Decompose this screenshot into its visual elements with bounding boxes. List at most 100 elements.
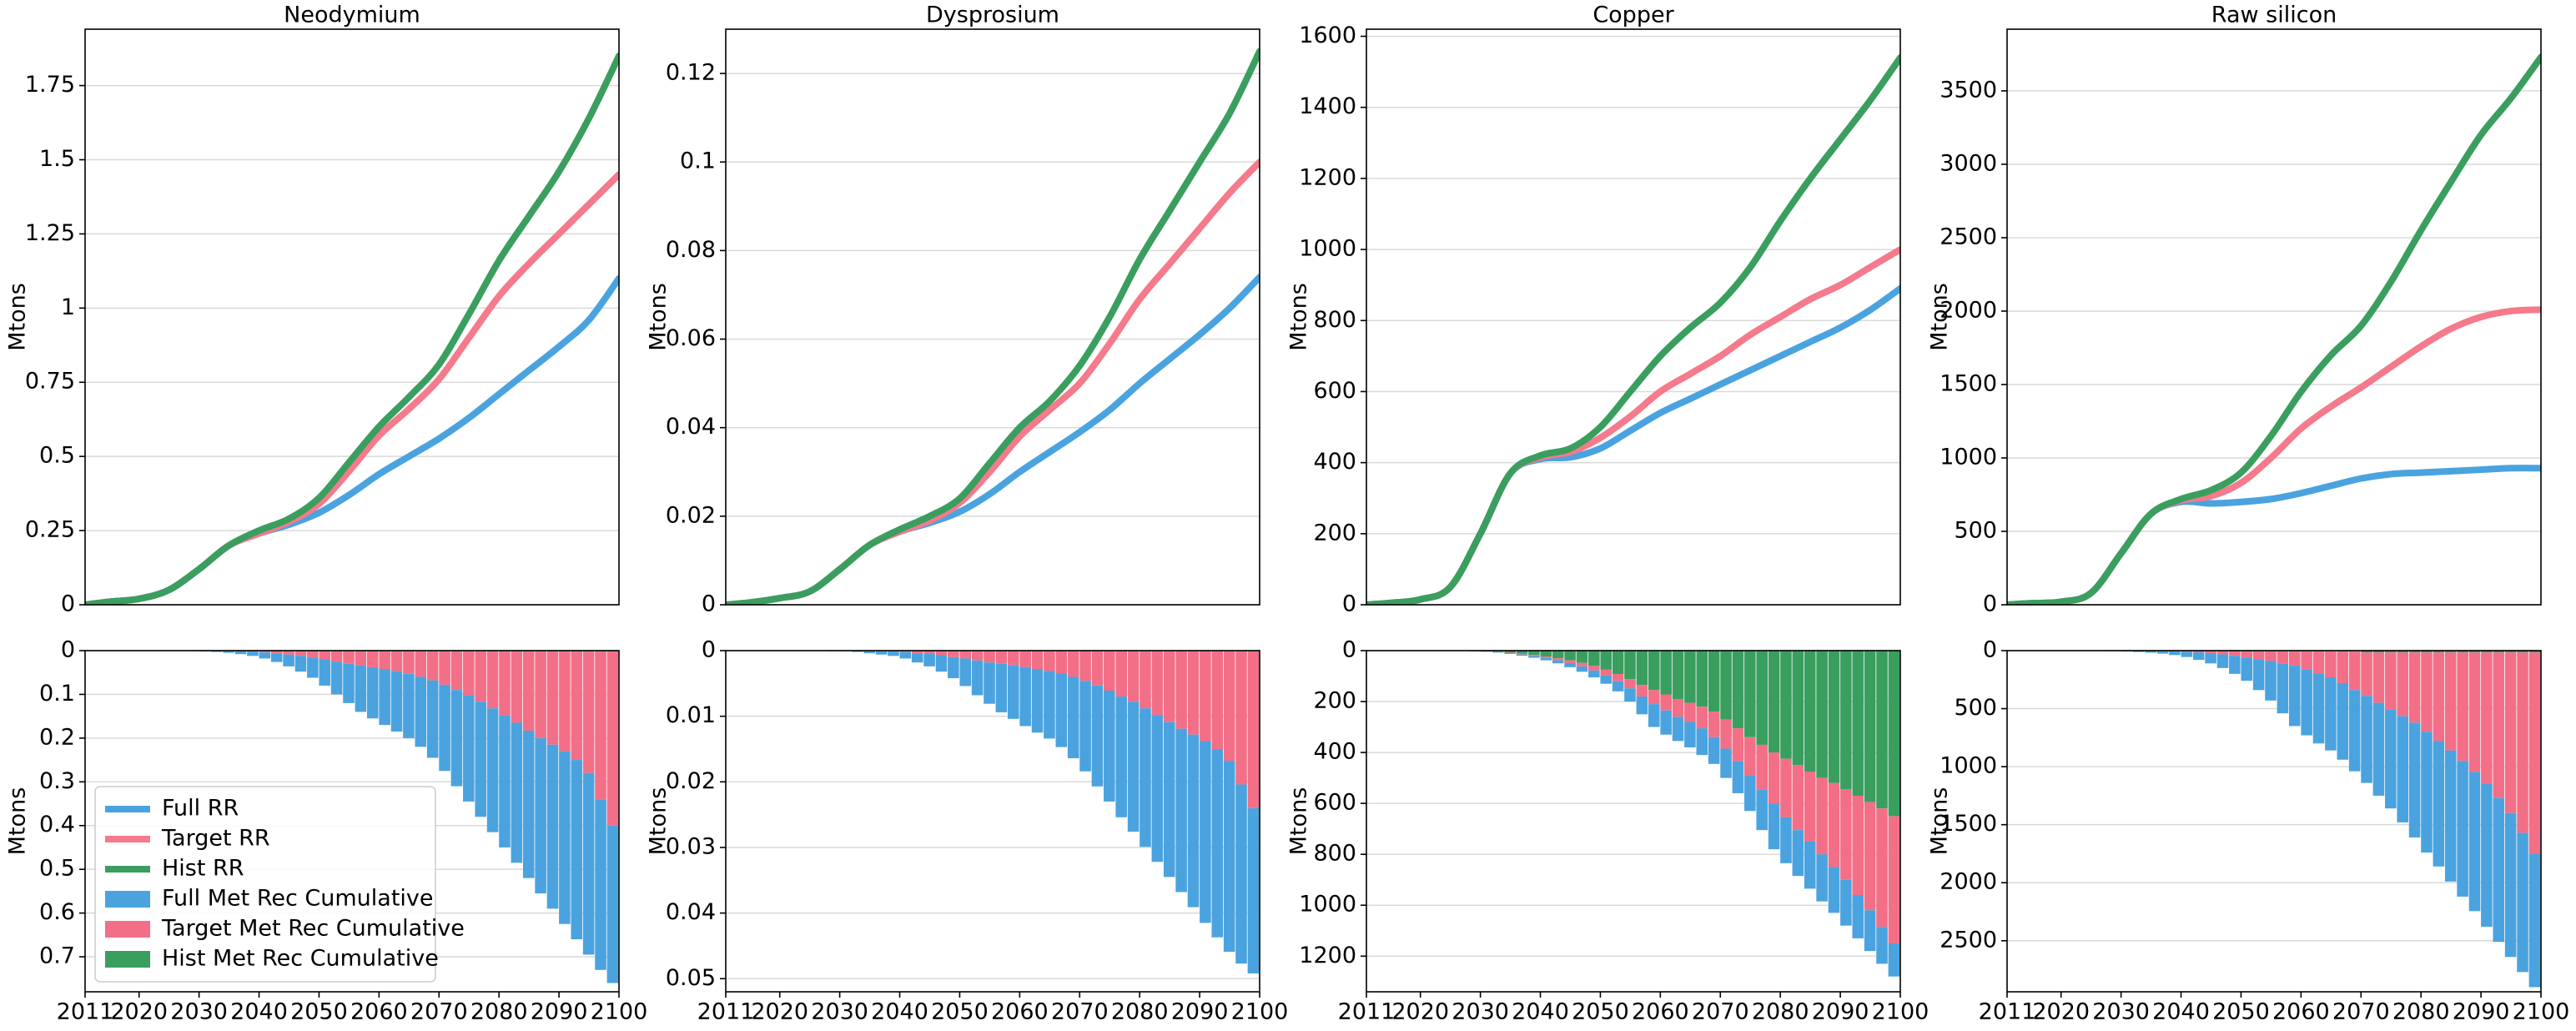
bar-segment: [1588, 651, 1600, 666]
bar-segment: [2408, 651, 2421, 653]
bar-segment: [259, 651, 271, 653]
bar-segment: [546, 744, 559, 909]
bar-segment: [1067, 651, 1079, 677]
bar-segment: [2181, 651, 2193, 657]
panel-title: Neodymium: [284, 3, 420, 28]
bar-segment: [1175, 651, 1187, 729]
y-tick-label: 1500: [1940, 811, 1997, 837]
bar-segment: [2265, 661, 2277, 701]
bar-segment: [1504, 651, 1516, 653]
x-tick-label: 2090: [1171, 999, 1229, 1025]
legend-label: Target Met Rec Cumulative: [161, 916, 465, 942]
y-tick-label: 0: [61, 591, 75, 617]
bar-segment: [1804, 771, 1816, 842]
bar-segment: [1235, 651, 1247, 785]
bar-segment: [2528, 651, 2541, 653]
bar-segment: [1528, 651, 1540, 656]
x-tick-label: 2070: [1051, 999, 1109, 1025]
y-tick-label: 0.02: [666, 768, 716, 794]
axes-frame: [2006, 650, 2542, 993]
bar-segment: [1732, 761, 1744, 793]
bar-segment: [1708, 712, 1720, 737]
y-tick-label: 0.06: [666, 325, 716, 351]
bar-segment: [403, 673, 415, 738]
bar-segment: [486, 651, 499, 709]
axes-frame: [84, 28, 620, 606]
bar-segment: [1624, 688, 1636, 702]
bar-segment: [2528, 853, 2541, 988]
bar-segment: [2372, 651, 2385, 653]
bar-segment: [1540, 656, 1552, 658]
bar-segment: [595, 799, 606, 970]
bar-segment: [2397, 651, 2408, 653]
bar-segment: [1564, 662, 1576, 667]
bar-segment: [1552, 660, 1564, 664]
bar-segment: [2337, 651, 2349, 683]
bar-segment: [450, 651, 463, 691]
bar-segment: [2433, 652, 2445, 742]
bar-segment: [2517, 651, 2528, 653]
legend-label: Hist RR: [162, 856, 244, 882]
bar-segment: [1007, 651, 1019, 666]
x-tick-label: 2060: [1632, 999, 1689, 1025]
x-tick-label: 2011: [1338, 999, 1396, 1025]
bar-segment: [2481, 651, 2493, 653]
plot-area: [85, 53, 619, 605]
bar-segment: [1732, 728, 1744, 762]
y-tick-label: 800: [1313, 307, 1356, 333]
bar-segment: [911, 653, 923, 663]
bar-segment: [559, 751, 571, 924]
x-tick-label: 2030: [811, 999, 868, 1025]
bar-segment: [1019, 651, 1031, 667]
y-tick-label: 3500: [1940, 77, 1997, 103]
bar-segment: [522, 730, 535, 878]
bar-segment: [343, 663, 355, 703]
y-tick-label: 0.05: [666, 965, 716, 991]
bar-segment: [1187, 651, 1200, 735]
bar-segment: [307, 651, 319, 658]
bar-segment: [1091, 651, 1104, 686]
plot-area: [187, 651, 619, 983]
line-series: [1366, 54, 1900, 605]
plot-area: [2109, 651, 2541, 988]
bar-segment: [1708, 651, 1720, 712]
bar-segment: [499, 651, 511, 716]
bar-segment: [1031, 669, 1044, 733]
bar-segment: [415, 676, 427, 747]
x-tick-label: 2060: [2272, 999, 2330, 1025]
bar-segment: [1552, 658, 1564, 661]
bar-segment: [995, 651, 1008, 664]
bar-segment: [1660, 710, 1672, 735]
bar-segment: [1528, 655, 1540, 656]
bar-segment: [343, 651, 355, 664]
y-tick-label: 0.1: [39, 681, 75, 707]
panel: 0 0.02 0.04 0.06 0.08 0.1 0.12 Dysprosium Mtons: [646, 3, 1260, 617]
y-tick-label: 3000: [1940, 150, 1997, 176]
legend-box: [94, 786, 436, 983]
bar-segment: [2481, 783, 2493, 928]
bar-segment: [2457, 761, 2468, 897]
bar-segment: [439, 684, 450, 772]
y-tick-label: 400: [1313, 449, 1356, 475]
bar-segment: [247, 651, 259, 656]
bar-segment: [1876, 808, 1888, 928]
bar-segment: [1804, 841, 1816, 889]
bar-segment: [1140, 708, 1151, 847]
bar-segment: [1804, 651, 1816, 772]
y-axis-label: Mtons: [1927, 787, 1953, 856]
bar-segment: [1888, 943, 1900, 977]
x-tick-label: 2050: [2212, 999, 2270, 1025]
axes-frame: [1366, 650, 1901, 993]
bar-segment: [1163, 651, 1175, 722]
bar-segment: [1079, 651, 1091, 681]
bar-segment: [2397, 716, 2408, 822]
bar-segment: [1888, 816, 1900, 944]
bar-segment: [330, 661, 343, 695]
bar-segment: [1864, 802, 1876, 911]
bar-segment: [2517, 652, 2528, 833]
bar-segment: [2517, 832, 2528, 973]
bar-segment: [2408, 652, 2421, 723]
y-axis-label: Mtons: [5, 787, 31, 856]
